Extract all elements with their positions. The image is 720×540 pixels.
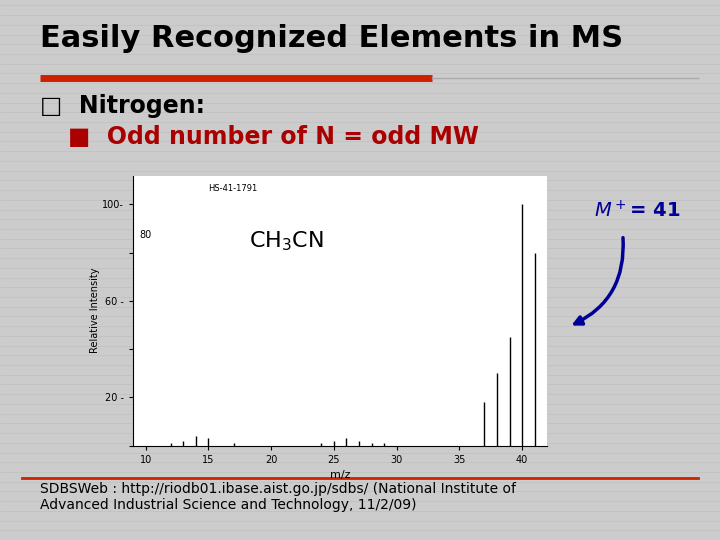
Text: 80: 80 (140, 230, 152, 240)
Y-axis label: Relative Intensity: Relative Intensity (89, 268, 99, 353)
Text: $\mathregular{CH_3CN}$: $\mathregular{CH_3CN}$ (249, 230, 324, 253)
Text: $\mathit{M}^+$= 41: $\mathit{M}^+$= 41 (594, 200, 680, 221)
Text: □  Nitrogen:: □ Nitrogen: (40, 94, 204, 118)
Text: Easily Recognized Elements in MS: Easily Recognized Elements in MS (40, 24, 623, 53)
Text: ■  Odd number of N = odd MW: ■ Odd number of N = odd MW (68, 125, 480, 149)
Text: HS-41-1791: HS-41-1791 (208, 184, 257, 193)
Text: SDBSWeb : http://riodb01.ibase.aist.go.jp/sdbs/ (National Institute of
Advanced : SDBSWeb : http://riodb01.ibase.aist.go.j… (40, 482, 516, 512)
FancyArrowPatch shape (575, 238, 624, 324)
X-axis label: m/z: m/z (330, 470, 351, 480)
